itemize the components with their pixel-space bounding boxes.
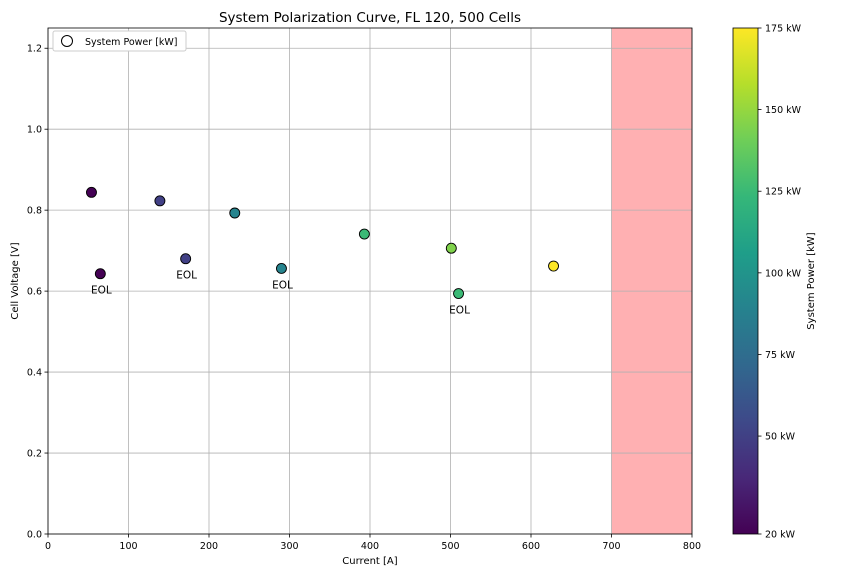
x-tick-label: 0	[45, 541, 51, 552]
colorbar-tick-label: 125 kW	[765, 187, 802, 198]
y-tick-label: 1.2	[27, 44, 42, 55]
plot-area: 0 100 200 300 400 500 600 700 800 0.0 0.2 0.4 0.6 0.8…	[27, 27, 701, 552]
data-point	[276, 263, 287, 274]
point-annotation: EOL	[272, 279, 293, 291]
x-tick-label: 800	[683, 541, 701, 552]
x-tick-label: 700	[602, 541, 620, 552]
x-tick-label: 200	[200, 541, 218, 552]
legend: System Power [kW]	[52, 30, 187, 52]
y-tick-label: 0.2	[27, 449, 42, 460]
data-point	[358, 228, 370, 240]
point-annotation: EOL	[91, 285, 112, 297]
y-tick-label: 0.4	[27, 368, 42, 379]
point-annotation: EOL	[176, 270, 197, 282]
colorbar-tick-label: 150 kW	[765, 105, 802, 116]
data-point	[94, 268, 106, 280]
data-point	[180, 253, 192, 265]
colorbar-label: System Power [kW]	[806, 232, 817, 329]
x-axis-label: Current [A]	[342, 556, 397, 567]
colorbar-tick-label: 100 kW	[765, 268, 802, 279]
data-point	[229, 207, 241, 219]
y-tick-label: 0.6	[27, 287, 42, 298]
y-tick-label: 0.0	[27, 530, 42, 541]
colorbar-tick-label: 175 kW	[765, 24, 802, 35]
data-point	[154, 195, 166, 207]
data-point	[445, 242, 457, 254]
x-tick-label: 100	[119, 541, 137, 552]
legend-label: System Power [kW]	[85, 37, 178, 48]
chart-title: System Polarization Curve, FL 120, 500 C…	[219, 10, 521, 26]
legend-box	[52, 30, 187, 52]
x-tick-label: 400	[361, 541, 379, 552]
colorbar-tick-label: 75 kW	[765, 350, 796, 361]
y-axis-label: Cell Voltage [V]	[10, 242, 21, 319]
data-point	[86, 186, 97, 198]
point-annotation: EOL	[449, 305, 470, 317]
y-tick-label: 0.8	[27, 206, 42, 217]
shaded-region	[611, 28, 692, 534]
data-point	[548, 260, 559, 272]
colorbar-gradient	[732, 27, 759, 535]
x-tick-label: 300	[280, 541, 298, 552]
y-tick-label: 1.0	[27, 125, 42, 136]
colorbar-ticks: 20 kW 50 kW 75 kW 100 kW 125 kW 150 kW 175 kW	[758, 24, 802, 541]
colorbar-tick-label: 20 kW	[765, 530, 796, 541]
x-tick-label: 600	[522, 541, 540, 552]
colorbar-tick-label: 50 kW	[765, 432, 796, 443]
x-tick-label: 500	[441, 541, 459, 552]
data-point	[453, 288, 464, 299]
legend-marker	[61, 35, 73, 47]
